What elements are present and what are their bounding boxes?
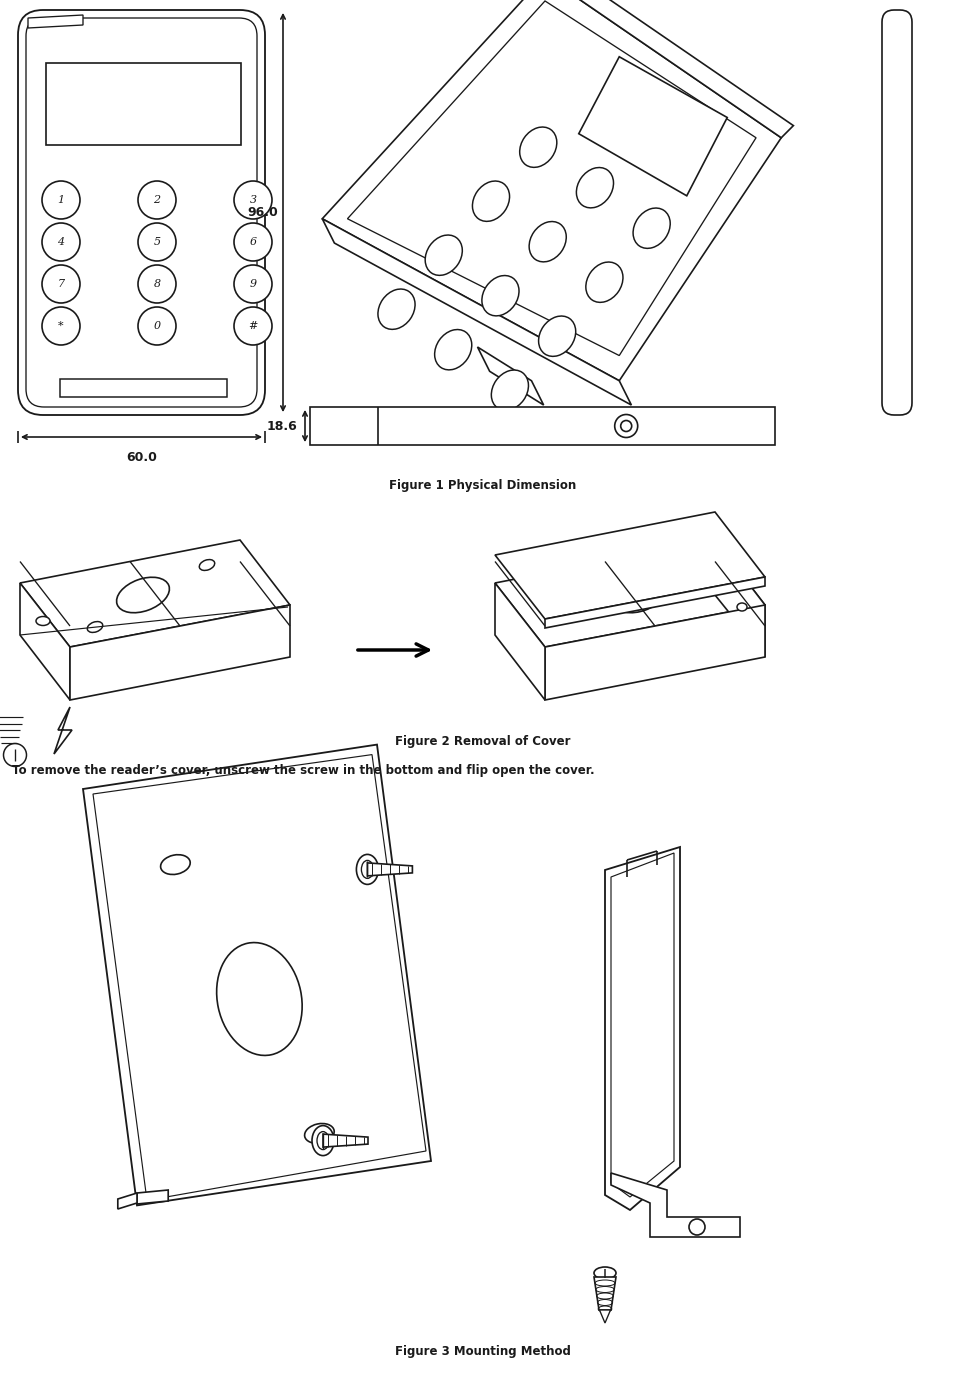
Ellipse shape [435,330,471,370]
Ellipse shape [482,275,519,316]
Ellipse shape [312,1125,334,1156]
FancyBboxPatch shape [18,10,265,415]
Ellipse shape [304,1124,334,1143]
Circle shape [138,223,176,262]
Polygon shape [20,583,70,700]
Polygon shape [715,540,765,657]
Ellipse shape [117,577,169,612]
Text: *: * [58,321,64,331]
Ellipse shape [425,235,463,275]
Polygon shape [54,707,72,754]
Polygon shape [83,744,431,1206]
Polygon shape [605,847,680,1210]
Text: 96.0: 96.0 [247,206,278,218]
Circle shape [42,223,80,262]
Circle shape [234,307,272,345]
Ellipse shape [585,262,623,302]
Polygon shape [323,0,781,381]
Ellipse shape [317,1132,329,1149]
Ellipse shape [492,370,528,410]
Circle shape [42,181,80,218]
Bar [310,408,775,445]
Polygon shape [367,862,412,876]
Text: To remove the reader’s cover, unscrew the screw in the bottom and flip open the : To remove the reader’s cover, unscrew th… [12,764,595,778]
Text: Figure 1 Physical Dimension: Figure 1 Physical Dimension [389,479,577,491]
Circle shape [621,420,632,431]
Polygon shape [545,577,765,627]
Text: 6: 6 [249,236,257,248]
Text: 0: 0 [154,321,160,331]
Ellipse shape [633,209,670,249]
Ellipse shape [216,943,302,1056]
Ellipse shape [584,565,600,576]
Circle shape [234,223,272,262]
Polygon shape [118,1193,137,1209]
Text: 3: 3 [249,195,257,204]
Polygon shape [579,57,727,196]
Ellipse shape [199,559,214,570]
Ellipse shape [613,577,667,612]
Polygon shape [477,346,544,405]
Ellipse shape [707,581,723,593]
Text: Figure 3 Mounting Method: Figure 3 Mounting Method [395,1345,571,1359]
Ellipse shape [737,604,747,611]
Polygon shape [137,1189,168,1205]
Text: 18.6: 18.6 [267,420,297,433]
Polygon shape [495,540,765,647]
Circle shape [4,744,26,766]
Circle shape [234,266,272,303]
Text: Figure 2 Removal of Cover: Figure 2 Removal of Cover [395,736,571,748]
Circle shape [42,266,80,303]
Ellipse shape [529,221,566,262]
Ellipse shape [539,316,576,356]
Circle shape [138,307,176,345]
Polygon shape [20,540,290,647]
Circle shape [138,266,176,303]
Polygon shape [545,605,765,700]
Text: 8: 8 [154,280,160,289]
Ellipse shape [160,854,190,875]
Ellipse shape [356,854,379,885]
Ellipse shape [361,861,374,878]
Circle shape [234,181,272,218]
Polygon shape [594,1277,616,1310]
Bar [46,63,241,145]
Text: 60.0: 60.0 [126,451,156,465]
Polygon shape [323,218,632,405]
Text: 2: 2 [154,195,160,204]
Polygon shape [28,15,83,28]
Ellipse shape [520,127,556,167]
Polygon shape [323,1134,368,1148]
Polygon shape [611,1173,740,1237]
Ellipse shape [577,167,613,207]
Text: 7: 7 [57,280,65,289]
Polygon shape [545,0,793,138]
Polygon shape [495,583,545,700]
Circle shape [42,307,80,345]
Polygon shape [495,512,765,619]
Polygon shape [70,605,290,700]
Text: 9: 9 [249,280,257,289]
Ellipse shape [378,289,415,330]
Text: 5: 5 [154,236,160,248]
Ellipse shape [472,181,509,221]
FancyBboxPatch shape [882,10,912,415]
Ellipse shape [594,1267,616,1278]
Ellipse shape [87,622,102,633]
Text: 4: 4 [57,236,65,248]
Bar [60,378,227,396]
Text: 1: 1 [57,195,65,204]
Circle shape [614,415,638,438]
Circle shape [138,181,176,218]
Ellipse shape [36,616,50,626]
Text: #: # [248,321,258,331]
Polygon shape [600,1310,611,1323]
Circle shape [689,1219,705,1235]
